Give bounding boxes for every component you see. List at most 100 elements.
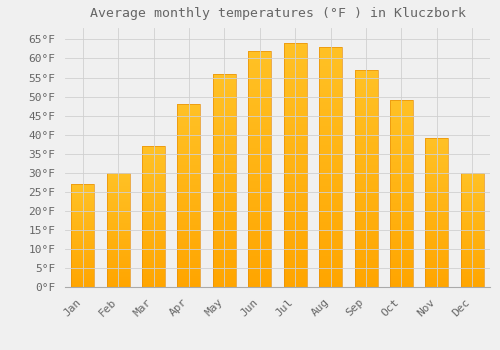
Bar bbox=[106, 198, 130, 199]
Bar bbox=[178, 177, 201, 179]
Bar bbox=[213, 268, 236, 270]
Bar bbox=[213, 123, 236, 125]
Bar bbox=[319, 268, 342, 270]
Bar bbox=[71, 222, 94, 223]
Bar bbox=[284, 143, 306, 146]
Bar bbox=[106, 277, 130, 278]
Bar bbox=[142, 243, 165, 245]
Bar bbox=[426, 253, 448, 254]
Bar bbox=[106, 224, 130, 225]
Bar bbox=[71, 245, 94, 246]
Bar bbox=[390, 281, 413, 283]
Bar bbox=[71, 225, 94, 226]
Bar bbox=[71, 238, 94, 239]
Bar bbox=[248, 84, 272, 86]
Bar bbox=[319, 129, 342, 131]
Bar bbox=[142, 222, 165, 224]
Bar bbox=[390, 225, 413, 227]
Bar bbox=[248, 207, 272, 209]
Bar bbox=[142, 215, 165, 217]
Bar bbox=[106, 175, 130, 176]
Bar bbox=[284, 282, 306, 285]
Bar bbox=[142, 199, 165, 201]
Bar bbox=[319, 90, 342, 93]
Bar bbox=[319, 208, 342, 210]
Bar bbox=[106, 181, 130, 182]
Bar bbox=[461, 173, 484, 287]
Bar bbox=[426, 190, 448, 192]
Bar bbox=[142, 193, 165, 194]
Bar bbox=[71, 213, 94, 214]
Bar bbox=[319, 237, 342, 239]
Bar bbox=[178, 248, 201, 251]
Bar bbox=[319, 97, 342, 100]
Bar bbox=[213, 155, 236, 157]
Bar bbox=[284, 243, 306, 246]
Bar bbox=[106, 271, 130, 272]
Bar bbox=[354, 263, 378, 265]
Bar bbox=[142, 202, 165, 204]
Bar bbox=[354, 133, 378, 135]
Bar bbox=[178, 243, 201, 245]
Bar bbox=[461, 263, 484, 264]
Bar bbox=[248, 280, 272, 282]
Bar bbox=[142, 191, 165, 193]
Bar bbox=[106, 240, 130, 241]
Bar bbox=[284, 168, 306, 170]
Bar bbox=[106, 184, 130, 185]
Bar bbox=[106, 234, 130, 236]
Bar bbox=[248, 157, 272, 160]
Bar bbox=[284, 280, 306, 282]
Bar bbox=[461, 182, 484, 183]
Bar bbox=[319, 74, 342, 76]
Bar bbox=[178, 190, 201, 192]
Bar bbox=[426, 256, 448, 257]
Bar bbox=[213, 225, 236, 227]
Bar bbox=[213, 170, 236, 172]
Bar bbox=[390, 108, 413, 110]
Bar bbox=[106, 228, 130, 229]
Bar bbox=[248, 171, 272, 174]
Bar bbox=[248, 82, 272, 84]
Bar bbox=[354, 274, 378, 276]
Bar bbox=[284, 199, 306, 202]
Bar bbox=[390, 119, 413, 121]
Bar bbox=[354, 254, 378, 257]
Bar bbox=[142, 245, 165, 246]
Bar bbox=[319, 114, 342, 117]
Bar bbox=[213, 129, 236, 131]
Bar bbox=[426, 143, 448, 145]
Bar bbox=[319, 241, 342, 244]
Bar bbox=[71, 211, 94, 212]
Bar bbox=[426, 248, 448, 250]
Bar bbox=[248, 169, 272, 171]
Bar bbox=[354, 135, 378, 137]
Bar bbox=[213, 283, 236, 285]
Bar bbox=[142, 247, 165, 249]
Bar bbox=[106, 219, 130, 221]
Bar bbox=[284, 141, 306, 143]
Bar bbox=[71, 215, 94, 216]
Bar bbox=[390, 169, 413, 171]
Bar bbox=[71, 196, 94, 197]
Bar bbox=[426, 194, 448, 195]
Bar bbox=[71, 252, 94, 253]
Bar bbox=[213, 84, 236, 86]
Bar bbox=[319, 232, 342, 234]
Bar bbox=[426, 220, 448, 222]
Bar bbox=[178, 137, 201, 139]
Bar bbox=[354, 70, 378, 287]
Bar bbox=[390, 106, 413, 108]
Bar bbox=[319, 62, 342, 64]
Bar bbox=[142, 257, 165, 259]
Bar bbox=[354, 231, 378, 233]
Bar bbox=[426, 241, 448, 243]
Bar bbox=[426, 239, 448, 241]
Bar bbox=[71, 276, 94, 277]
Bar bbox=[354, 283, 378, 285]
Bar bbox=[461, 239, 484, 240]
Bar bbox=[426, 140, 448, 141]
Bar bbox=[106, 286, 130, 287]
Bar bbox=[390, 214, 413, 216]
Bar bbox=[390, 220, 413, 222]
